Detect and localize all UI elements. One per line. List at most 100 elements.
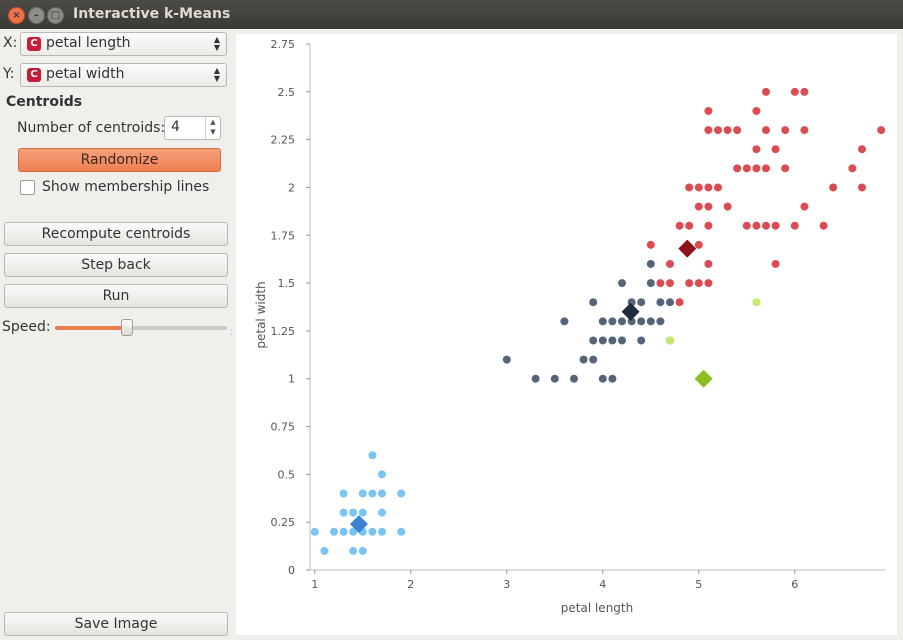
data-point[interactable] <box>339 489 348 498</box>
data-point[interactable] <box>618 317 626 326</box>
data-point[interactable] <box>570 374 578 383</box>
save-image-button[interactable]: Save Image <box>4 612 228 636</box>
number-of-centroids-spinbox[interactable]: 4 ▲ ▼ <box>164 116 221 140</box>
data-point[interactable] <box>368 451 377 460</box>
data-point[interactable] <box>349 527 358 536</box>
data-point[interactable] <box>771 221 780 230</box>
data-point[interactable] <box>378 489 386 498</box>
scatter-plot[interactable]: 1 2 3 4 5 6 0 0.25 0.5 0.75 1 1.25 1.5 1.75 2 2.25 2.5 2.… <box>236 34 897 635</box>
centroid-marker[interactable] <box>678 239 697 258</box>
data-point[interactable] <box>378 527 386 536</box>
data-point[interactable] <box>790 87 799 96</box>
data-point[interactable] <box>790 221 799 230</box>
data-point[interactable] <box>339 527 348 536</box>
data-point[interactable] <box>752 106 761 115</box>
data-point[interactable] <box>637 298 646 307</box>
data-point[interactable] <box>589 298 598 307</box>
data-point[interactable] <box>694 240 703 249</box>
data-point[interactable] <box>762 164 770 173</box>
data-point[interactable] <box>704 221 713 230</box>
splitter-grip-icon[interactable]: · · <box>230 326 233 339</box>
data-point[interactable] <box>637 317 646 326</box>
data-point[interactable] <box>397 489 406 498</box>
speed-slider-track[interactable] <box>55 326 227 330</box>
data-point[interactable] <box>608 374 617 383</box>
data-point[interactable] <box>742 164 751 173</box>
data-point[interactable] <box>589 336 598 345</box>
data-point[interactable] <box>704 279 713 288</box>
data-point[interactable] <box>752 164 761 173</box>
step-back-button[interactable]: Step back <box>4 253 228 277</box>
data-point[interactable] <box>800 126 809 135</box>
data-point[interactable] <box>704 183 713 192</box>
data-point[interactable] <box>349 508 358 517</box>
data-point[interactable] <box>666 336 674 345</box>
recompute-centroids-button[interactable]: Recompute centroids <box>4 222 228 246</box>
centroid-marker[interactable] <box>621 302 640 321</box>
data-point[interactable] <box>646 279 655 288</box>
data-point[interactable] <box>704 259 713 268</box>
data-point[interactable] <box>752 221 761 230</box>
data-point[interactable] <box>858 145 866 154</box>
x-variable-combo[interactable]: C petal length ▲ ▼ <box>20 32 227 56</box>
data-point[interactable] <box>358 546 367 555</box>
data-point[interactable] <box>723 202 732 211</box>
data-point[interactable] <box>666 259 674 268</box>
data-point[interactable] <box>646 317 655 326</box>
data-point[interactable] <box>858 183 866 192</box>
data-point[interactable] <box>675 221 684 230</box>
data-point[interactable] <box>771 145 780 154</box>
data-point[interactable] <box>378 508 386 517</box>
data-point[interactable] <box>781 164 790 173</box>
data-point[interactable] <box>694 202 703 211</box>
data-point[interactable] <box>819 221 828 230</box>
data-point[interactable] <box>656 317 665 326</box>
membership-lines-checkbox[interactable] <box>20 180 35 195</box>
data-point[interactable] <box>762 87 770 96</box>
data-point[interactable] <box>637 336 646 345</box>
data-point[interactable] <box>848 164 857 173</box>
centroid-marker[interactable] <box>694 369 713 388</box>
data-point[interactable] <box>598 317 607 326</box>
data-point[interactable] <box>685 221 694 230</box>
data-point[interactable] <box>310 527 319 536</box>
data-point[interactable] <box>589 355 598 364</box>
data-point[interactable] <box>368 527 377 536</box>
data-point[interactable] <box>742 221 751 230</box>
data-point[interactable] <box>358 508 367 517</box>
randomize-button[interactable]: Randomize <box>18 148 221 172</box>
data-point[interactable] <box>598 374 607 383</box>
data-point[interactable] <box>397 527 406 536</box>
data-point[interactable] <box>320 546 329 555</box>
minimize-window-icon[interactable]: – <box>28 7 45 24</box>
data-point[interactable] <box>330 527 338 536</box>
data-point[interactable] <box>349 546 358 555</box>
data-point[interactable] <box>694 279 703 288</box>
data-point[interactable] <box>656 298 665 307</box>
data-point[interactable] <box>675 298 684 307</box>
data-point[interactable] <box>704 126 713 135</box>
data-point[interactable] <box>618 279 626 288</box>
data-point[interactable] <box>368 489 377 498</box>
data-point[interactable] <box>685 183 694 192</box>
data-point[interactable] <box>704 202 713 211</box>
data-point[interactable] <box>752 298 761 307</box>
data-point[interactable] <box>771 259 780 268</box>
data-point[interactable] <box>723 126 732 135</box>
data-point[interactable] <box>733 126 742 135</box>
data-point[interactable] <box>646 259 655 268</box>
data-point[interactable] <box>694 183 703 192</box>
maximize-window-icon[interactable]: □ <box>47 7 64 24</box>
data-point[interactable] <box>685 279 694 288</box>
data-point[interactable] <box>704 106 713 115</box>
data-point[interactable] <box>608 336 617 345</box>
data-point[interactable] <box>502 355 511 364</box>
data-point[interactable] <box>560 317 569 326</box>
data-point[interactable] <box>579 355 588 364</box>
data-point[interactable] <box>666 298 674 307</box>
data-point[interactable] <box>733 164 742 173</box>
data-point[interactable] <box>762 126 770 135</box>
data-point[interactable] <box>800 202 809 211</box>
data-point[interactable] <box>656 279 665 288</box>
data-point[interactable] <box>752 145 761 154</box>
